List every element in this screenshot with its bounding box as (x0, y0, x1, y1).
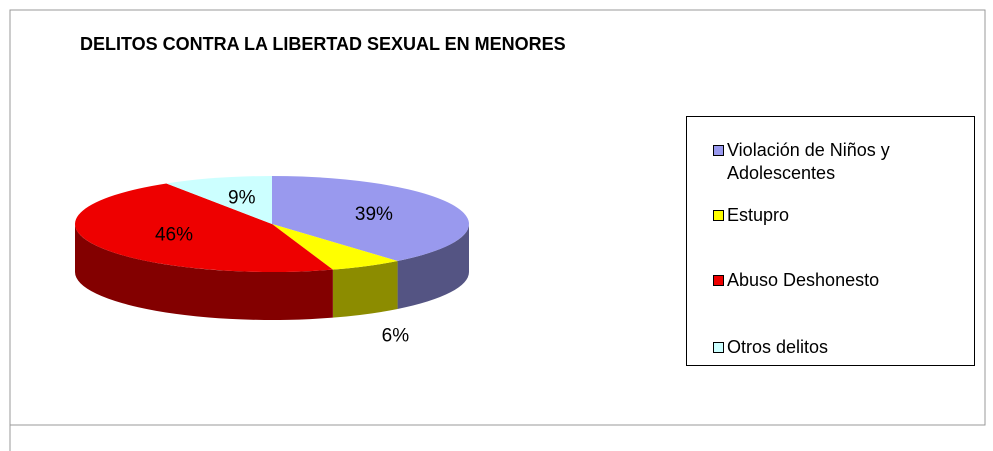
legend-entry: Otros delitos (713, 336, 947, 359)
slice (74, 183, 333, 273)
slice-side (332, 260, 398, 318)
legend-swatch (713, 275, 724, 286)
legend-label: Estupro (727, 205, 790, 225)
frame (9, 9, 986, 426)
slice-side (397, 224, 469, 309)
slice-side (75, 224, 333, 320)
legend-swatch (713, 342, 724, 353)
legend-entry: Abuso Deshonesto (713, 269, 947, 292)
data-label: 9% (228, 188, 256, 209)
legend: Violación de Niños y Adolescentes Estupro… (686, 116, 975, 366)
data-label: 6% (382, 326, 410, 347)
slice (166, 176, 272, 224)
data-label: 39% (355, 204, 393, 225)
legend-entry: Violación de Niños y Adolescentes (713, 139, 947, 185)
data-label: 46% (155, 224, 193, 245)
slice (272, 224, 398, 270)
legend-entry: Estupro (713, 204, 947, 227)
legend-label: Violación de Niños y Adolescentes (727, 140, 890, 183)
slice (272, 176, 470, 261)
legend-swatch (713, 145, 724, 156)
legend-swatch (713, 210, 724, 221)
legend-label: Abuso Deshonesto (727, 270, 880, 290)
chart-title: DELITOS CONTRA LA LIBERTAD SEXUAL EN MEN… (80, 34, 566, 54)
legend-label: Otros delitos (727, 337, 829, 357)
